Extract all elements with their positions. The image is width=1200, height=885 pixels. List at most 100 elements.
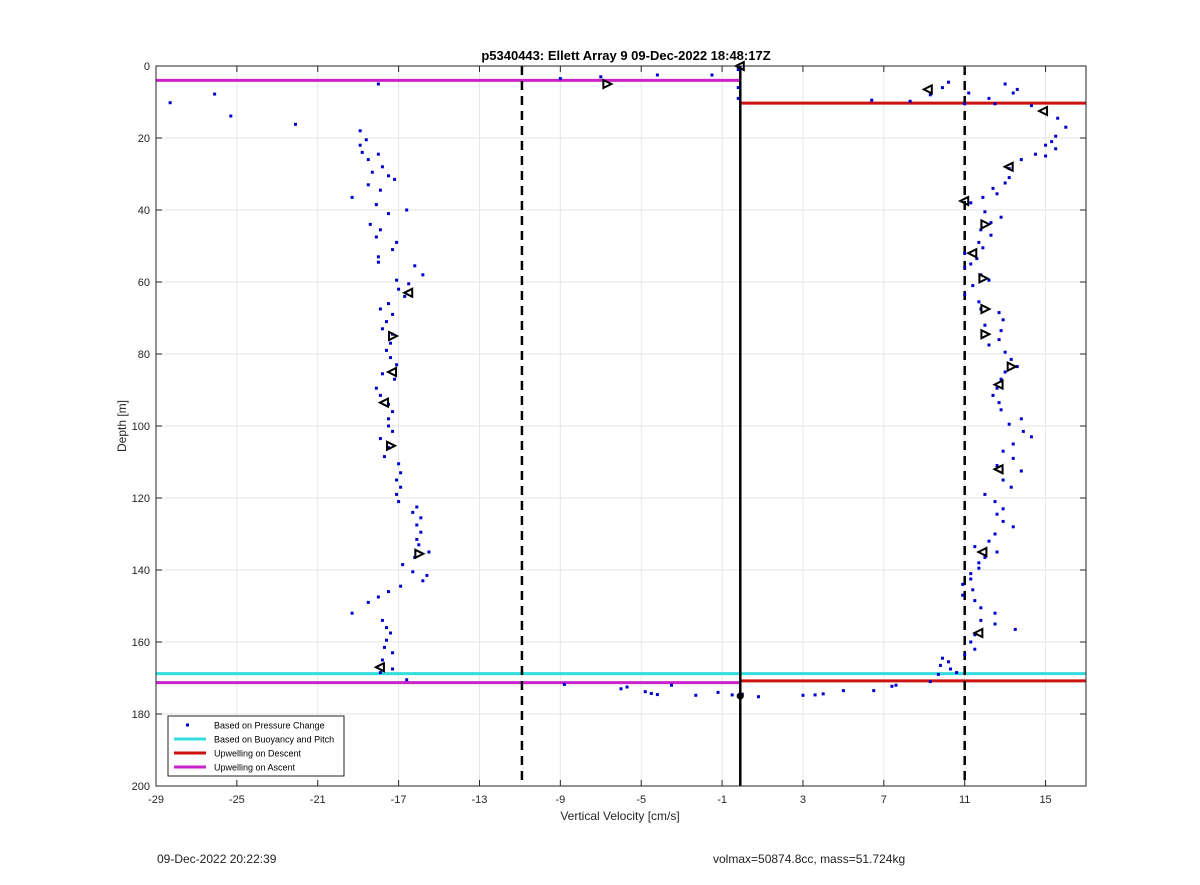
data-point (294, 122, 297, 126)
data-point (229, 114, 233, 118)
data-point (983, 210, 987, 214)
data-point (947, 660, 951, 664)
data-point (378, 437, 382, 441)
data-point (995, 464, 999, 468)
data-point (1021, 429, 1025, 433)
x-tick-label: -25 (229, 794, 245, 806)
profile-marker-triangle-left (385, 366, 398, 378)
data-point (872, 689, 876, 693)
data-point (374, 203, 378, 207)
data-point (987, 96, 991, 100)
data-point (378, 393, 382, 397)
data-point (983, 555, 987, 559)
y-tick-label: 40 (138, 205, 150, 217)
data-point (384, 348, 388, 352)
data-point (411, 510, 415, 514)
data-point (391, 410, 395, 414)
data-point (756, 695, 760, 699)
data-point (870, 98, 874, 102)
data-point (973, 545, 977, 549)
data-point (969, 262, 973, 266)
data-point (378, 671, 382, 675)
data-point (391, 248, 395, 252)
data-point (940, 656, 944, 660)
data-point (989, 233, 993, 237)
data-point (405, 678, 409, 682)
data-point (389, 631, 393, 635)
profile-marker-triangle-right (602, 78, 614, 90)
x-tick-label: 3 (800, 794, 806, 806)
data-point (417, 543, 421, 547)
data-point (391, 667, 395, 671)
data-point (969, 640, 973, 644)
data-point (736, 96, 740, 100)
data-point (380, 618, 384, 622)
x-axis-label: Vertical Velocity [cm/s] (560, 809, 679, 823)
data-point (841, 689, 845, 693)
axis-ticks: -29 -25 -21 -17 -13 -9 -5 -1 3 7 11 150204060801001… (132, 61, 1086, 806)
data-point (395, 278, 399, 282)
data-point (376, 82, 380, 86)
data-point (963, 251, 967, 255)
data-point (801, 693, 805, 697)
data-point (384, 320, 388, 324)
data-point (999, 408, 1003, 412)
data-point (350, 195, 354, 199)
data-point (558, 77, 562, 81)
y-tick-label: 100 (132, 421, 150, 433)
data-point (387, 417, 390, 421)
data-point (380, 327, 384, 331)
data-point (730, 693, 734, 697)
data-point (384, 638, 388, 642)
data-point (969, 577, 973, 581)
data-point (619, 687, 623, 691)
data-point (380, 165, 384, 169)
data-point (1029, 104, 1033, 108)
reference-lines (156, 78, 1086, 685)
data-point (1011, 91, 1015, 95)
x-tick-label: 7 (881, 794, 887, 806)
profile-marker-triangle-left (373, 661, 385, 673)
profile-marker-triangle-left (1002, 161, 1014, 173)
profile-marker-triangle-left (921, 83, 933, 96)
data-point (890, 684, 894, 688)
data-point (995, 192, 999, 196)
data-point (987, 539, 991, 543)
data-point (979, 228, 983, 232)
profile-marker-triangle-left (1036, 105, 1049, 117)
data-point (894, 683, 898, 687)
data-point (649, 691, 653, 695)
data-point (981, 195, 985, 199)
profile-marker-triangle-right (386, 440, 398, 452)
data-point (387, 174, 390, 178)
y-tick-label: 140 (132, 565, 150, 577)
data-point (213, 92, 217, 96)
data-point (395, 240, 399, 244)
profile-marker-triangle-right (980, 303, 992, 315)
profile-marker-triangle-left (992, 463, 1004, 475)
data-point (625, 685, 629, 689)
data-point (389, 356, 393, 360)
data-point (421, 273, 425, 277)
data-point (995, 386, 999, 390)
data-point (395, 363, 399, 367)
data-point (387, 424, 390, 428)
data-point (366, 183, 370, 187)
data-point (358, 129, 362, 133)
data-point (938, 663, 942, 667)
data-point (995, 550, 999, 554)
data-point (358, 143, 362, 147)
data-point (1003, 370, 1007, 374)
data-point (425, 573, 429, 577)
data-point (997, 338, 1001, 342)
data-point (949, 667, 953, 671)
data-point (397, 462, 401, 466)
data-point (1001, 478, 1005, 482)
data-point (368, 222, 372, 226)
x-tick-label: -21 (310, 794, 326, 806)
data-point (993, 622, 997, 626)
data-point (1044, 143, 1048, 147)
x-tick-label: 11 (959, 794, 970, 806)
data-point (993, 102, 997, 106)
data-point (971, 588, 975, 592)
